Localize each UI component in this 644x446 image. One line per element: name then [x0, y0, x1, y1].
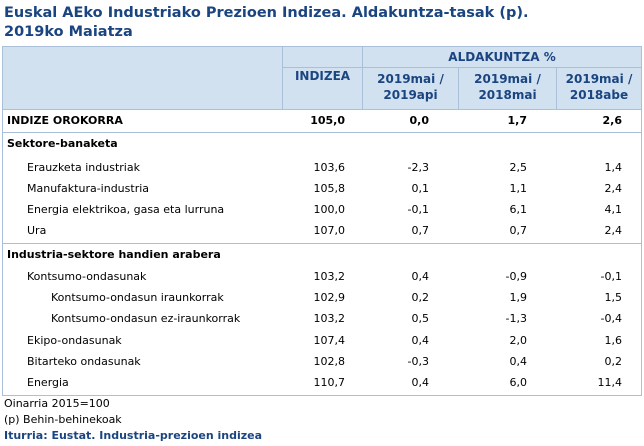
row-label: Energia elektrikoa, gasa eta lurruna: [27, 203, 225, 216]
row-label: Energia: [27, 376, 69, 389]
title-line-2: 2019ko Maiatza: [4, 24, 133, 40]
cell-indizea: 105,8: [313, 182, 346, 195]
cell-col-3: 2,4: [604, 182, 623, 195]
cell-col-1: -2,3: [407, 161, 429, 174]
cell-col-1: 0,5: [411, 312, 430, 325]
row-label: Kontsumo-ondasun iraunkorrak: [51, 291, 224, 304]
table-row: Kontsumo-ondasunak 103,2 0,4 -0,9 -0,1: [3, 266, 641, 287]
cell-indizea: 103,6: [313, 161, 346, 174]
table-row: Energia 110,7 0,4 6,0 11,4: [3, 372, 641, 393]
cell-col-1: 0,2: [411, 291, 430, 304]
cell-col-2: 6,0: [509, 376, 528, 389]
table-row: Erauzketa industriak 103,6 -2,3 2,5 1,4: [3, 157, 641, 178]
cell-col-2: -0,9: [505, 270, 527, 283]
cell-col-3: 2,4: [604, 224, 623, 237]
row-divider: [3, 243, 641, 244]
cell-col-1: -0,1: [407, 203, 429, 216]
footnote-provisional: (p) Behin-behinekoak: [4, 413, 122, 426]
table-row: Kontsumo-ondasun ez-iraunkorrak 103,2 0,…: [3, 308, 641, 329]
footnote-base: Oinarria 2015=100: [4, 397, 110, 410]
table-title: Euskal AEko Industriako Prezioen Indizea…: [4, 4, 640, 42]
cell-indizea: 103,2: [313, 270, 346, 283]
row-label: Manufaktura-industria: [27, 182, 150, 195]
cell-col-2: 6,1: [509, 203, 528, 216]
header-vline-1: [282, 47, 283, 109]
section-label: Sektore-banaketa: [7, 137, 118, 150]
table-row: Energia elektrikoa, gasa eta lurruna 100…: [3, 199, 641, 220]
cell-col-1: 0,4: [411, 376, 430, 389]
row-divider: [3, 132, 641, 133]
cell-col-3: 11,4: [597, 376, 623, 389]
cell-col-1: -0,3: [407, 355, 429, 368]
cell-indizea: 103,2: [313, 312, 346, 325]
header-col-3: 2019mai / 2018abe: [557, 71, 641, 103]
cell-col-2: 1,9: [509, 291, 528, 304]
header-vline-4: [556, 67, 557, 109]
table-row-general-index: INDIZE OROKORRA 105,0 0,0 1,7 2,6: [3, 110, 641, 131]
header-indizea: INDIZEA: [294, 69, 351, 83]
cell-col-2: -1,3: [505, 312, 527, 325]
header-col-1-line-1: 2019mai /: [377, 72, 444, 86]
cell-col-2: 1,7: [507, 114, 528, 127]
cell-col-3: 2,6: [602, 114, 623, 127]
table-row: Kontsumo-ondasun iraunkorrak 102,9 0,2 1…: [3, 287, 641, 308]
cell-col-3: 1,4: [604, 161, 623, 174]
table-row: Ekipo-ondasunak 107,4 0,4 2,0 1,6: [3, 330, 641, 351]
row-label: Kontsumo-ondasunak: [27, 270, 147, 283]
cell-indizea: 102,8: [313, 355, 346, 368]
header-divider: [282, 67, 641, 68]
header-col-3-line-2: 2018abe: [569, 88, 629, 102]
cell-col-3: -0,4: [600, 312, 622, 325]
title-line-1: Euskal AEko Industriako Prezioen Indizea…: [4, 5, 529, 21]
cell-col-2: 1,1: [509, 182, 528, 195]
row-label: Bitarteko ondasunak: [27, 355, 141, 368]
section-label: Industria-sektore handien arabera: [7, 248, 221, 261]
header-bottom-line: [3, 109, 641, 110]
cell-col-1: 0,0: [409, 114, 430, 127]
header-vline-2: [362, 47, 363, 109]
cell-indizea: 105,0: [310, 114, 345, 127]
cell-col-2: 0,7: [509, 224, 528, 237]
row-label: Ekipo-ondasunak: [27, 334, 122, 347]
header-col-2-line-1: 2019mai /: [474, 72, 541, 86]
cell-col-1: 0,1: [411, 182, 430, 195]
cell-col-1: 0,4: [411, 334, 430, 347]
header-aldakuntza: ALDAKUNTZA %: [448, 50, 556, 64]
cell-indizea: 110,7: [313, 376, 346, 389]
cell-col-3: 0,2: [604, 355, 623, 368]
cell-col-3: 1,6: [604, 334, 623, 347]
cell-col-1: 0,4: [411, 270, 430, 283]
header-col-2-line-2: 2018mai: [478, 88, 537, 102]
cell-indizea: 107,4: [313, 334, 346, 347]
header-col-3-line-1: 2019mai /: [565, 72, 633, 86]
cell-indizea: 107,0: [313, 224, 346, 237]
table-header: [3, 47, 641, 110]
cell-col-3: 1,5: [604, 291, 623, 304]
row-label: Ura: [27, 224, 47, 237]
header-col-1-line-2: 2019api: [383, 88, 438, 102]
table-row: Ura 107,0 0,7 0,7 2,4: [3, 220, 641, 241]
table-row: Manufaktura-industria 105,8 0,1 1,1 2,4: [3, 178, 641, 199]
table-row: Bitarteko ondasunak 102,8 -0,3 0,4 0,2: [3, 351, 641, 372]
cell-col-2: 0,4: [509, 355, 528, 368]
footnote-source: Iturria: Eustat. Industria-prezioen indi…: [4, 429, 263, 442]
cell-col-3: 4,1: [604, 203, 623, 216]
cell-col-2: 2,5: [509, 161, 528, 174]
cell-indizea: 100,0: [313, 203, 346, 216]
cell-indizea: 102,9: [313, 291, 346, 304]
row-label: INDIZE OROKORRA: [7, 114, 123, 127]
cell-col-1: 0,7: [411, 224, 430, 237]
row-label: Erauzketa industriak: [27, 161, 140, 174]
row-label: Kontsumo-ondasun ez-iraunkorrak: [51, 312, 241, 325]
cell-col-3: -0,1: [600, 270, 622, 283]
header-col-2: 2019mai / 2018mai: [459, 71, 556, 103]
data-table: INDIZEA ALDAKUNTZA % 2019mai / 2019api 2…: [2, 46, 642, 396]
section-header-sectors: Sektore-banaketa: [3, 133, 641, 154]
header-vline-3: [458, 67, 459, 109]
header-col-1: 2019mai / 2019api: [363, 71, 458, 103]
section-header-industry-groups: Industria-sektore handien arabera: [3, 244, 641, 265]
cell-col-2: 2,0: [509, 334, 528, 347]
